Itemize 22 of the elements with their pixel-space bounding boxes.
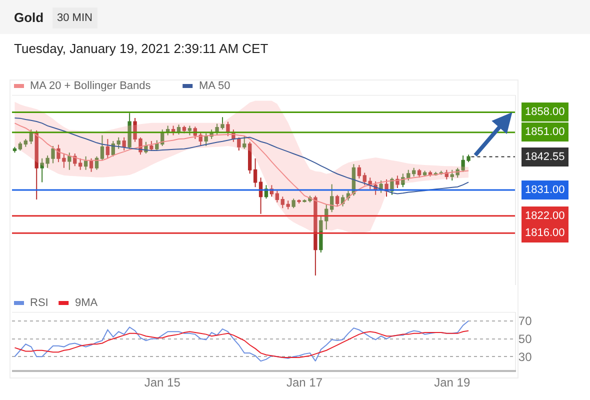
line-series (14, 122, 470, 207)
y-tick-label: 50 (518, 332, 532, 346)
chart-title: Gold (14, 10, 44, 25)
legend-label: 9MA (75, 297, 98, 309)
line-series (14, 320, 470, 362)
x-tick-label: Jan 19 (434, 375, 470, 390)
line-series (14, 330, 470, 358)
x-tick-label: Jan 17 (286, 375, 323, 390)
legend-label: MA 50 (199, 80, 230, 92)
chart-subtitle: Tuesday, January 19, 2021 2:39:11 AM CET (14, 41, 268, 56)
x-tick-label: Jan 15 (144, 375, 181, 390)
y-tick-label: 1851.00 (525, 126, 565, 138)
text: 30 MIN (57, 12, 93, 24)
y-tick-label: 70 (518, 314, 532, 328)
legend-label: MA 20 + Bollinger Bands (30, 80, 152, 92)
legend-label: RSI (30, 297, 48, 309)
y-tick-label: 1822.00 (525, 210, 565, 222)
y-tick-label: 1816.00 (525, 227, 565, 239)
y-tick-label: 1858.00 (525, 106, 565, 118)
y-tick-label: 1831.00 (525, 184, 565, 196)
y-tick-label: 30 (518, 350, 532, 364)
y-tick-label: 1842.55 (525, 151, 565, 163)
